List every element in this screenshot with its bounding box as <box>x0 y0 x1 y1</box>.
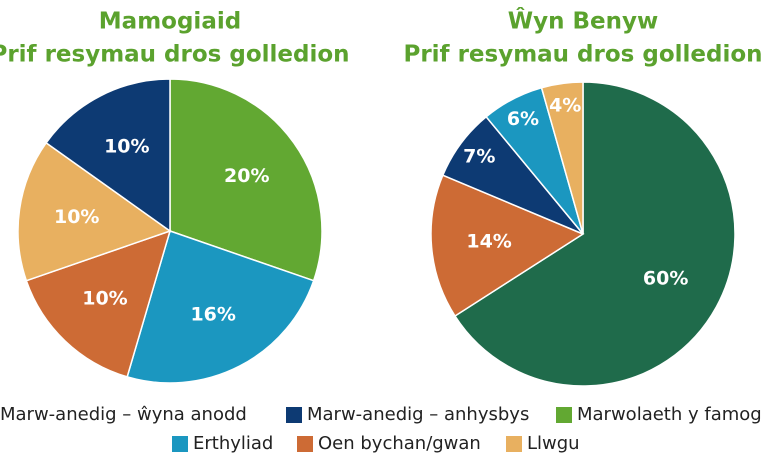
slice-label: 16% <box>190 303 235 325</box>
slice-label: 20% <box>224 165 269 187</box>
legend-label: Marw-anedig – anhysbys <box>307 404 529 425</box>
legend-swatch <box>172 436 188 452</box>
legend-swatch <box>556 407 572 423</box>
pie-slice <box>169 78 323 282</box>
slice-label: 10% <box>82 288 127 310</box>
slice-label: 14% <box>466 231 511 253</box>
chart-subtitle: Prif resymau dros golledion <box>403 42 762 68</box>
legend-swatch <box>506 436 522 452</box>
slice-label: 60% <box>643 268 688 290</box>
pie-slice <box>453 81 736 387</box>
legend-label: Marwolaeth y famog <box>577 404 762 425</box>
pie-slice <box>430 174 585 318</box>
pie-slice <box>540 81 584 235</box>
legend-label: Erthyliad <box>193 433 273 454</box>
chart-title: Mamogiaid <box>99 9 241 35</box>
slice-label: 10% <box>104 136 149 158</box>
legend-label: Llwgu <box>527 433 580 454</box>
pie-slice <box>17 141 172 282</box>
slice-label: 7% <box>463 145 495 167</box>
legend-label: Marw-anedig – ŵyna anodd <box>0 404 247 425</box>
pie-slice <box>25 229 172 378</box>
slice-label: 6% <box>507 108 539 130</box>
legend-swatch <box>286 407 302 423</box>
pie-slice <box>45 78 171 233</box>
slice-label: 4% <box>549 95 581 117</box>
legend-label: Oen bychan/gwan <box>318 433 481 454</box>
legend-swatch <box>297 436 313 452</box>
slice-label: 10% <box>54 206 99 228</box>
chart-subtitle: Prif resymau dros golledion <box>0 42 350 68</box>
pie-slice <box>126 230 315 384</box>
chart-title: Ŵyn Benyw <box>508 7 659 35</box>
